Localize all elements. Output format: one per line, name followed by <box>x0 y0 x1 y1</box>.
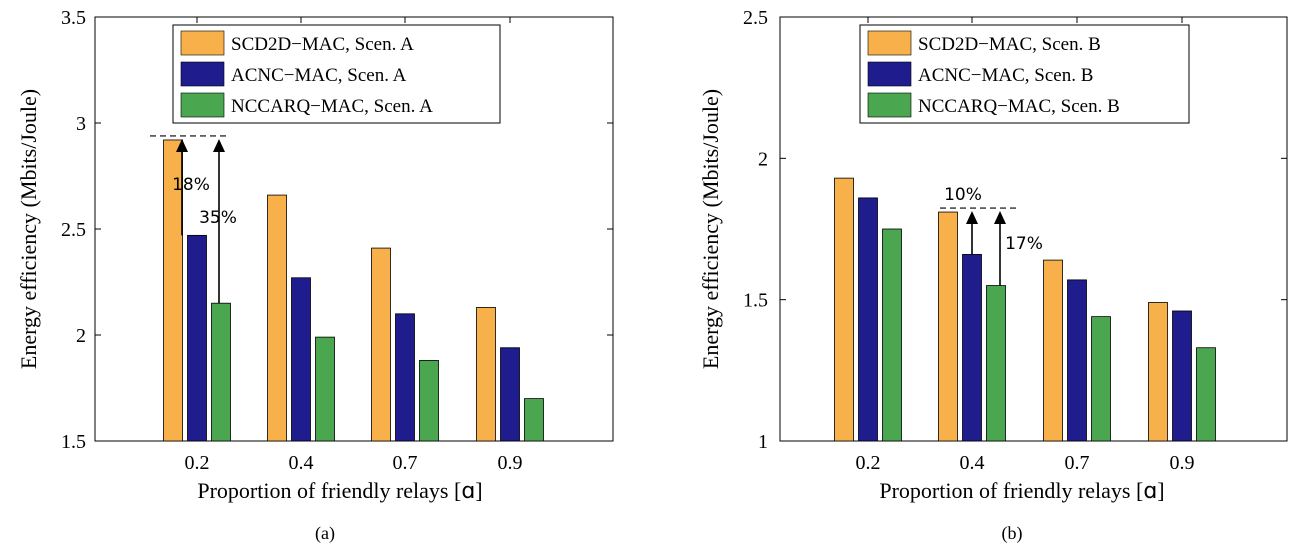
legend-swatch <box>180 92 225 118</box>
bar-nccarq-0.7 <box>1091 316 1111 442</box>
legend-swatch <box>180 61 225 87</box>
increase-arrow-head <box>176 138 188 152</box>
bar-acnc-0.9 <box>500 347 520 442</box>
y-axis-title: Energy efficiency (Mbits/Joule) <box>698 89 723 369</box>
x-tick-label: 0.9 <box>1170 452 1195 474</box>
increase-arrow-head <box>966 211 978 225</box>
bar-acnc-0.4 <box>962 254 982 442</box>
bar-scd2d-0.7 <box>1043 259 1063 442</box>
bar-nccarq-0.4 <box>986 285 1006 442</box>
bar-scd2d-0.2 <box>834 177 854 442</box>
chart-panel-b: 1 1.5 2 2.5 0.2 0.4 0.7 0.9 10% 17% SCD2D−MAC, Sce… <box>698 7 1288 544</box>
x-tick-label: 0.2 <box>185 452 210 474</box>
x-tick-label: 0.7 <box>1065 452 1090 474</box>
bar-scd2d-0.7 <box>371 247 391 442</box>
legend-swatch <box>867 30 912 56</box>
bar-nccarq-0.2 <box>211 302 231 442</box>
bar-nccarq-0.4 <box>315 336 335 442</box>
percent-annotation: 10% <box>944 185 982 205</box>
legend-label: ACNC−MAC, Scen. A <box>231 65 407 86</box>
bar-nccarq-0.9 <box>1196 347 1216 442</box>
increase-arrow-head <box>994 211 1006 225</box>
bar-nccarq-0.7 <box>419 360 439 442</box>
x-tick-label: 0.2 <box>856 452 881 474</box>
bar-scd2d-0.4 <box>938 211 958 442</box>
legend: SCD2D−MAC, Scen. A ACNC−MAC, Scen. A NCCAR… <box>172 24 501 124</box>
y-tick-label: 2.5 <box>743 7 768 29</box>
x-axis-title: Proportion of friendly relays [ɑ] <box>879 478 1164 504</box>
chart-panel-a: 1.5 2 2.5 3 3.5 0.2 0.4 0.7 0.9 18% 35% SCD2D−MAC, … <box>16 7 614 544</box>
legend-frame <box>859 24 1190 124</box>
y-tick-label: 2.5 <box>61 219 86 241</box>
x-tick-label: 0.4 <box>289 452 314 474</box>
percent-annotation: 18% <box>172 175 210 195</box>
bar-acnc-0.7 <box>395 313 415 442</box>
bar-acnc-0.4 <box>291 277 311 442</box>
legend-swatch <box>180 30 225 56</box>
x-axis-title: Proportion of friendly relays [ɑ] <box>197 478 482 504</box>
y-tick-label: 1.5 <box>61 431 86 453</box>
plot-area-frame <box>779 16 1288 442</box>
legend-label: SCD2D−MAC, Scen. A <box>231 34 414 55</box>
legend-label: ACNC−MAC, Scen. B <box>918 65 1093 86</box>
bar-acnc-0.2 <box>187 234 207 442</box>
bar-nccarq-0.2 <box>882 228 902 442</box>
legend-label: SCD2D−MAC, Scen. B <box>918 34 1101 55</box>
y-tick-label: 1 <box>758 431 768 453</box>
legend-swatch <box>867 92 912 118</box>
x-tick-label: 0.7 <box>393 452 418 474</box>
y-axis-title: Energy efficiency (Mbits/Joule) <box>16 89 41 369</box>
bar-acnc-0.7 <box>1067 279 1087 442</box>
percent-annotation: 17% <box>1005 234 1043 254</box>
x-tick-label: 0.9 <box>498 452 523 474</box>
y-tick-label: 1.5 <box>743 290 768 312</box>
y-tick-label: 3.5 <box>61 7 86 29</box>
percent-annotation: 35% <box>199 208 237 228</box>
bar-scd2d-0.2 <box>163 139 183 442</box>
legend-frame <box>172 24 501 124</box>
panel-caption: (b) <box>1002 523 1023 544</box>
bar-acnc-0.2 <box>858 197 878 442</box>
y-tick-label: 2 <box>76 325 86 347</box>
legend-label: NCCARQ−MAC, Scen. A <box>231 96 433 117</box>
bar-scd2d-0.4 <box>267 194 287 442</box>
legend: SCD2D−MAC, Scen. B ACNC−MAC, Scen. B NCCAR… <box>859 24 1190 124</box>
y-tick-label: 2 <box>758 148 768 170</box>
bar-scd2d-0.9 <box>1148 302 1168 442</box>
bar-nccarq-0.9 <box>524 398 544 442</box>
panel-caption: (a) <box>315 523 335 544</box>
legend-label: NCCARQ−MAC, Scen. B <box>918 96 1120 117</box>
bar-acnc-0.9 <box>1172 310 1192 442</box>
legend-swatch <box>867 61 912 87</box>
x-tick-label: 0.4 <box>960 452 985 474</box>
bar-scd2d-0.9 <box>476 307 496 442</box>
increase-arrow-head <box>213 138 225 152</box>
y-tick-label: 3 <box>76 113 86 135</box>
